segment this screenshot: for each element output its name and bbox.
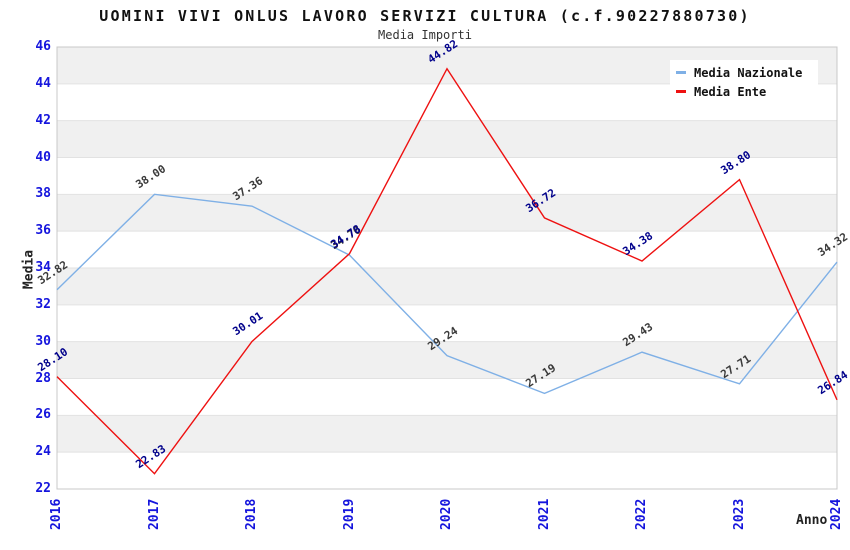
legend-label-nazionale: Media Nazionale <box>694 65 803 80</box>
x-tick-label: 2021 <box>536 498 552 530</box>
y-tick-label: 38 <box>35 186 51 202</box>
x-axis-label: Anno <box>796 513 828 528</box>
y-tick-label: 26 <box>35 407 51 423</box>
x-tick-label: 2020 <box>439 498 454 530</box>
y-tick-label: 46 <box>35 39 51 54</box>
chart-subtitle: Media Importi <box>378 28 472 42</box>
x-tick-label: 2016 <box>49 498 64 530</box>
legend-label-ente: Media Ente <box>694 84 767 99</box>
y-tick-label: 34 <box>35 260 51 275</box>
x-tick-label: 2019 <box>341 498 357 530</box>
y-tick-label: 22 <box>35 481 51 496</box>
chart-title: UOMINI VIVI ONLUS LAVORO SERVIZI CULTURA… <box>99 7 751 25</box>
legend-line-sample-ente-icon <box>676 90 686 93</box>
y-tick-label: 36 <box>35 223 51 239</box>
x-tick-label: 2018 <box>244 498 259 530</box>
x-tick-label: 2017 <box>146 498 162 530</box>
legend-item-media-ente: Media Ente <box>676 82 818 101</box>
x-tick-label: 2022 <box>634 498 649 530</box>
legend: Media Nazionale Media Ente <box>670 60 818 106</box>
legend-item-media-nazionale: Media Nazionale <box>676 63 818 82</box>
x-tick-label: 2023 <box>731 498 747 530</box>
y-tick-label: 44 <box>35 75 51 91</box>
y-tick-label: 32 <box>35 296 51 312</box>
y-tick-label: 40 <box>35 149 51 165</box>
y-tick-label: 42 <box>35 112 51 128</box>
x-tick-label: 2024 <box>829 498 844 530</box>
y-tick-label: 28 <box>35 370 51 386</box>
y-tick-label: 30 <box>35 333 51 349</box>
y-tick-label: 24 <box>35 444 51 460</box>
legend-line-sample-nazionale-icon <box>676 71 686 74</box>
